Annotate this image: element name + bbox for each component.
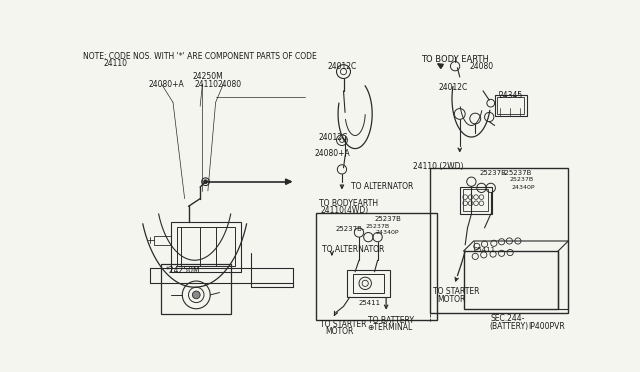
Text: 24080: 24080 bbox=[218, 80, 242, 89]
Text: 25237B: 25237B bbox=[365, 224, 389, 229]
Text: 24340P: 24340P bbox=[375, 230, 399, 235]
Text: 24080: 24080 bbox=[469, 62, 493, 71]
Bar bbox=[316, 212, 436, 320]
Text: TO STARTER: TO STARTER bbox=[433, 287, 479, 296]
Text: MOTOR: MOTOR bbox=[437, 295, 466, 304]
Text: MOTOR: MOTOR bbox=[325, 327, 353, 336]
Text: 25237B: 25237B bbox=[374, 216, 401, 222]
Text: 25237B-: 25237B- bbox=[336, 225, 365, 232]
Text: 24110: 24110 bbox=[195, 80, 219, 89]
Text: ⊕TERMINAL: ⊕TERMINAL bbox=[367, 323, 413, 332]
Bar bbox=[348, 270, 390, 297]
Text: SEC.244-: SEC.244- bbox=[491, 314, 525, 323]
Text: 24080+A: 24080+A bbox=[314, 148, 350, 158]
Text: 25411: 25411 bbox=[474, 247, 496, 253]
Bar bbox=[463, 189, 488, 211]
Bar bbox=[154, 235, 171, 245]
Text: (BATTERY): (BATTERY) bbox=[489, 322, 529, 331]
Text: 24110(4WD): 24110(4WD) bbox=[320, 206, 369, 215]
Text: -25237B: -25237B bbox=[503, 170, 532, 176]
Text: 25237B: 25237B bbox=[479, 170, 506, 176]
Text: 25237B: 25237B bbox=[509, 177, 534, 182]
Bar bbox=[497, 97, 524, 114]
Circle shape bbox=[204, 180, 207, 184]
Text: 24340P: 24340P bbox=[511, 185, 535, 190]
Text: TO BODY EARTH: TO BODY EARTH bbox=[421, 55, 489, 64]
Bar bbox=[463, 251, 558, 309]
Text: 24110 (2WD): 24110 (2WD) bbox=[413, 163, 464, 171]
Text: *24250M: *24250M bbox=[165, 266, 200, 275]
Text: 24080+A: 24080+A bbox=[148, 80, 184, 89]
Text: TO BODYEARTH: TO BODYEARTH bbox=[319, 199, 378, 208]
Bar bbox=[353, 274, 384, 294]
Text: 25411: 25411 bbox=[359, 300, 381, 306]
Text: TO BATTERY: TO BATTERY bbox=[368, 317, 414, 326]
Circle shape bbox=[193, 291, 200, 299]
Text: NOTE: CODE NOS. WITH '*' ARE COMPONENT PARTS OF CODE: NOTE: CODE NOS. WITH '*' ARE COMPONENT P… bbox=[83, 52, 317, 61]
Text: TO ALTERNATOR: TO ALTERNATOR bbox=[351, 182, 413, 191]
Text: TO ALTERNATOR: TO ALTERNATOR bbox=[322, 245, 384, 254]
Bar bbox=[460, 187, 492, 214]
Text: 24110: 24110 bbox=[103, 59, 127, 68]
Text: 24012C: 24012C bbox=[319, 133, 348, 142]
Text: 24345: 24345 bbox=[499, 91, 523, 100]
Text: IP400PVR: IP400PVR bbox=[528, 322, 564, 331]
Text: 24012C: 24012C bbox=[438, 83, 467, 92]
Bar bbox=[172, 222, 241, 272]
Text: TO STARTER: TO STARTER bbox=[320, 320, 367, 329]
Bar bbox=[161, 264, 231, 314]
Bar bbox=[495, 95, 527, 116]
Bar bbox=[430, 168, 568, 312]
Bar bbox=[177, 227, 235, 266]
Text: 24012C: 24012C bbox=[328, 62, 357, 71]
Text: 24250M: 24250M bbox=[193, 71, 223, 81]
